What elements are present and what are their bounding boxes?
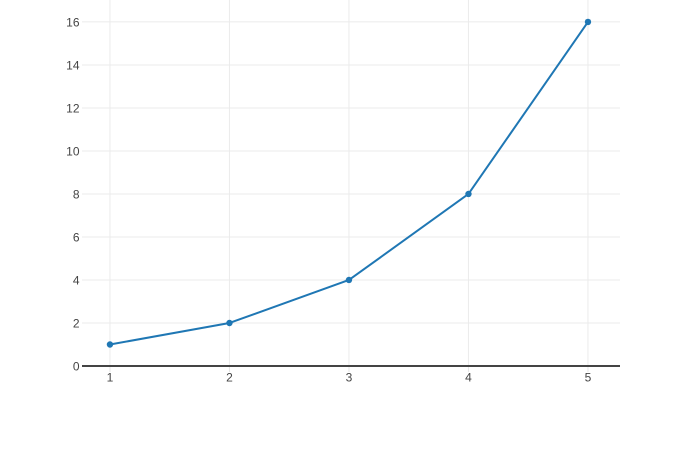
x-tick-label: 1	[107, 371, 114, 385]
y-tick-label: 0	[73, 360, 80, 374]
x-tick-label: 5	[585, 371, 592, 385]
data-point	[584, 18, 592, 26]
x-tick-label: 4	[465, 371, 472, 385]
data-point	[226, 319, 233, 327]
data-point	[106, 341, 114, 348]
y-tick-label: 12	[66, 101, 80, 115]
x-tick-label: 2	[226, 371, 233, 385]
data-point	[345, 276, 353, 284]
y-tick-label: 16	[66, 15, 80, 29]
data-point	[465, 190, 472, 198]
y-tick-label: 4	[73, 273, 80, 287]
y-tick-label: 8	[73, 187, 80, 201]
y-tick-label: 14	[66, 58, 80, 72]
y-tick-label: 6	[73, 230, 80, 244]
y-tick-label: 2	[73, 316, 80, 330]
x-tick-label: 3	[346, 371, 353, 385]
y-tick-label: 10	[66, 144, 80, 158]
